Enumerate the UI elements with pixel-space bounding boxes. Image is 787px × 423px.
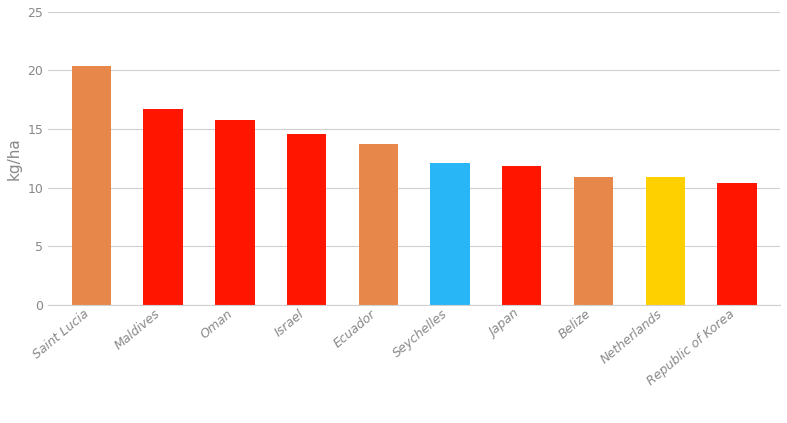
Bar xyxy=(645,177,685,305)
Bar xyxy=(717,183,757,305)
Bar xyxy=(574,177,613,305)
Y-axis label: kg/ha: kg/ha xyxy=(7,137,22,180)
Bar xyxy=(143,109,183,305)
Bar xyxy=(72,66,111,305)
Bar xyxy=(215,120,254,305)
Bar xyxy=(359,144,398,305)
Bar xyxy=(286,134,327,305)
Bar xyxy=(502,166,541,305)
Bar xyxy=(430,163,470,305)
